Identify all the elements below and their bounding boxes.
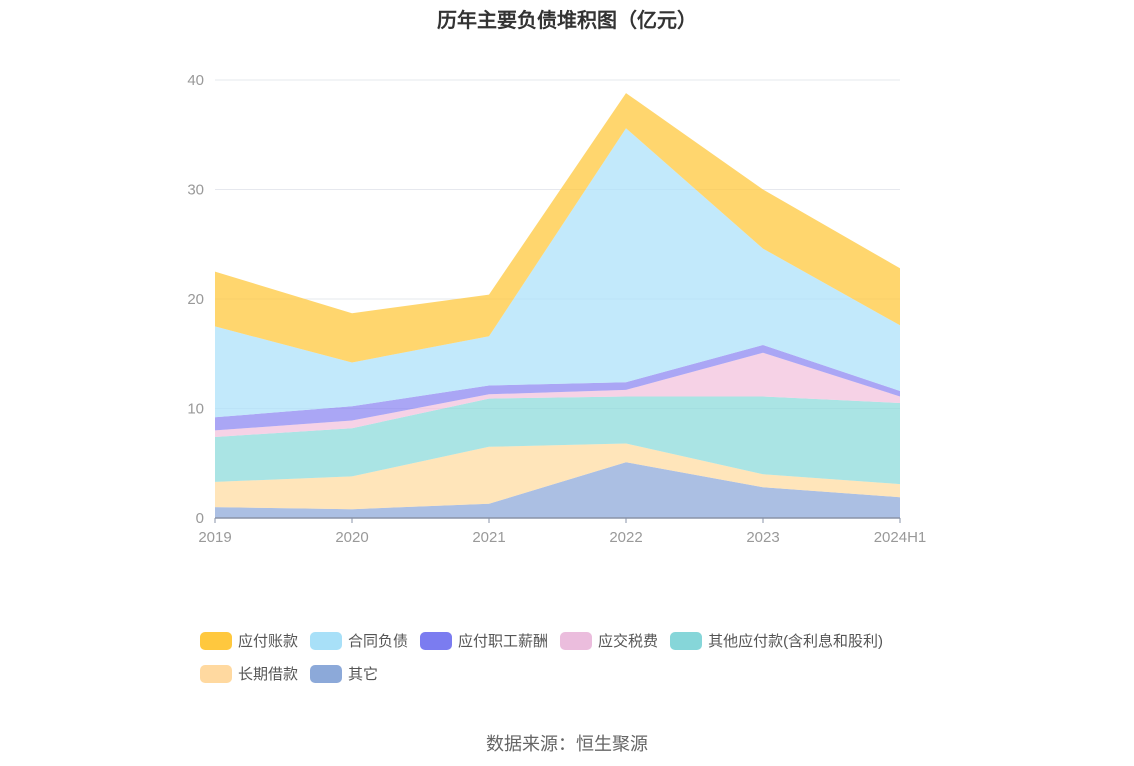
area-series-5	[215, 128, 900, 418]
legend-item[interactable]: 其它	[310, 663, 378, 684]
chart-title: 历年主要负债堆积图（亿元）	[437, 10, 697, 32]
legend-label: 应交税费	[598, 633, 659, 650]
x-tick-label: 2023	[746, 529, 779, 546]
area-series	[215, 93, 900, 518]
legend-label: 其它	[348, 666, 379, 683]
axes: 0 10 20 30 40 2019 2020 2021 2022 2023 2024H1	[187, 72, 926, 546]
y-tick-label: 0	[196, 510, 204, 527]
y-tick-label: 20	[187, 291, 204, 308]
legend-label: 应付账款	[238, 633, 299, 650]
legend-item[interactable]: 其他应付款(含利息和股利)	[670, 630, 883, 651]
legend-swatch	[200, 631, 232, 650]
area-series-1	[215, 443, 900, 510]
x-tick-label: 2020	[335, 529, 368, 546]
stacked-area-chart: 0 10 20 30 40 2019 2020 2021 2022 2023 2024H1	[187, 72, 926, 546]
legend-swatch	[310, 631, 343, 650]
legend-swatch	[560, 631, 593, 650]
area-series-0	[215, 462, 900, 518]
area-series-3	[215, 352, 900, 437]
y-tick-label: 40	[187, 72, 204, 89]
area-series-6	[215, 93, 900, 363]
y-tick-label: 10	[187, 401, 204, 418]
x-tick-label: 2022	[609, 529, 642, 546]
legend-swatch	[200, 664, 232, 683]
data-source: 数据来源：恒生聚源	[486, 734, 648, 754]
x-tick-label: 2021	[472, 529, 505, 546]
area-series-2	[215, 396, 900, 485]
legend-label: 应付职工薪酬	[458, 633, 549, 650]
legend-item[interactable]: 应付职工薪酬	[420, 630, 548, 651]
legend-swatch	[420, 631, 453, 650]
area-series-4	[215, 345, 900, 431]
y-tick-label: 30	[187, 182, 204, 199]
legend-label: 长期借款	[238, 666, 299, 683]
legend-item[interactable]: 合同负债	[310, 630, 408, 651]
legend: 应付账款 合同负债 应付职工薪酬 应交税费 其他应付款(含利息和股利) 长期借款 其它	[200, 630, 980, 684]
legend-item[interactable]: 长期借款	[200, 663, 298, 684]
legend-swatch	[310, 664, 343, 683]
legend-label: 合同负债	[348, 633, 409, 650]
legend-swatch	[670, 631, 703, 650]
legend-label: 其他应付款(含利息和股利)	[708, 633, 884, 650]
x-tick-label: 2019	[198, 529, 231, 546]
legend-item[interactable]: 应付账款	[200, 630, 298, 651]
x-tick-label: 2024H1	[874, 529, 927, 546]
legend-item[interactable]: 应交税费	[560, 630, 658, 651]
